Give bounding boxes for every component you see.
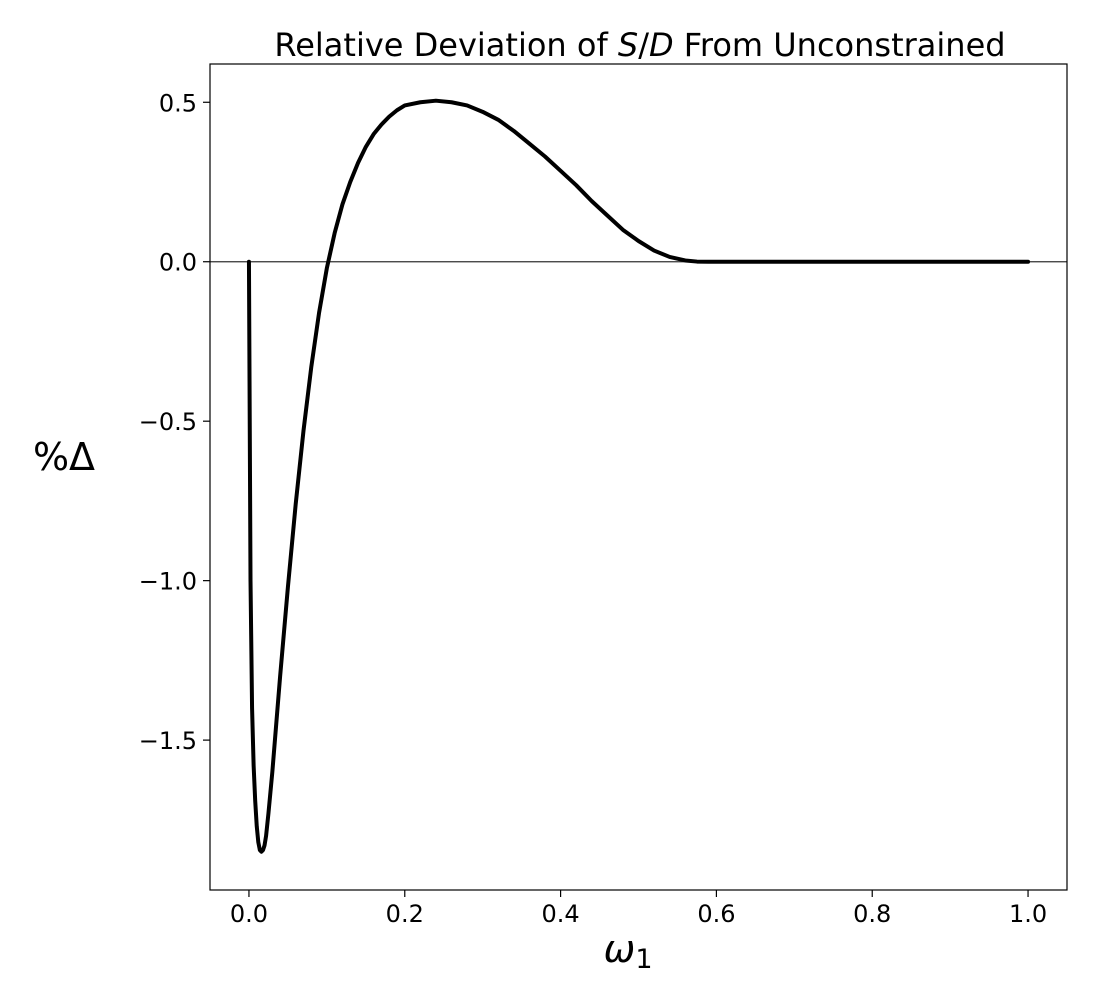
- chart-title-suffix: From Unconstrained: [674, 26, 1006, 64]
- plot-area: [209, 63, 1068, 891]
- chart-title: Relative Deviation of S/D From Unconstra…: [274, 26, 1005, 64]
- chart-title-slash: /: [638, 26, 649, 64]
- plot-frame: [209, 63, 1068, 891]
- x-tick-label: 0.8: [853, 900, 891, 928]
- chart-title-italic-s: S: [618, 26, 638, 64]
- y-tick-label: −1.5: [139, 727, 197, 755]
- y-axis-ticks: 0.5 0.0 −0.5 −1.0 −1.5: [139, 89, 210, 755]
- x-axis-label-symbol: ω: [603, 927, 635, 971]
- y-tick-label: 0.0: [159, 249, 197, 277]
- x-axis-label-subscript: 1: [635, 944, 652, 975]
- y-tick-label: 0.5: [159, 89, 197, 117]
- y-axis-label: %Δ: [33, 435, 95, 479]
- x-axis-ticks: 0.0 0.2 0.4 0.6 0.8 1.0: [230, 890, 1047, 928]
- x-tick-label: 0.2: [386, 900, 424, 928]
- x-tick-label: 0.6: [697, 900, 735, 928]
- y-tick-label: −1.0: [139, 568, 197, 596]
- chart-title-prefix: Relative Deviation of: [274, 26, 617, 64]
- x-tick-label: 0.0: [230, 900, 268, 928]
- x-axis-label: ω1: [603, 927, 652, 975]
- chart-title-italic-d: D: [649, 26, 674, 64]
- x-tick-label: 1.0: [1009, 900, 1047, 928]
- series-line: [246, 98, 1031, 854]
- x-tick-label: 0.4: [542, 900, 580, 928]
- y-tick-label: −0.5: [139, 408, 197, 436]
